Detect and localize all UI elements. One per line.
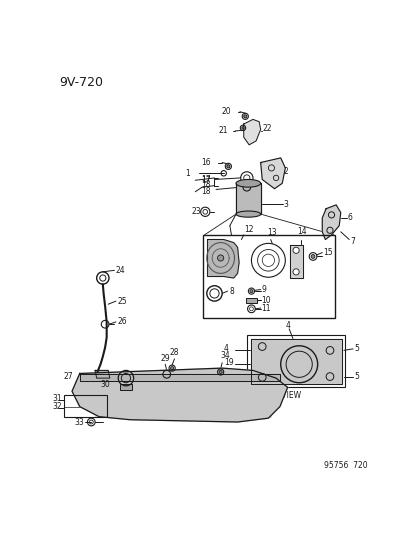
Text: 17: 17	[201, 176, 211, 185]
Text: 11: 11	[261, 304, 270, 312]
Text: 34: 34	[220, 351, 230, 360]
Ellipse shape	[235, 211, 260, 217]
Text: 25: 25	[117, 297, 127, 305]
Text: 30: 30	[100, 380, 110, 389]
Polygon shape	[207, 239, 239, 278]
Text: 24: 24	[116, 266, 125, 275]
Text: 4: 4	[285, 321, 290, 330]
Text: 17: 17	[201, 175, 211, 184]
Text: 15: 15	[322, 248, 332, 257]
Text: 4: 4	[223, 344, 228, 353]
Text: 95756  720: 95756 720	[323, 461, 367, 470]
Circle shape	[170, 367, 173, 370]
Text: 6: 6	[347, 213, 352, 222]
Text: 21: 21	[218, 126, 227, 135]
Text: 23: 23	[191, 207, 201, 216]
Polygon shape	[72, 368, 287, 422]
Polygon shape	[235, 183, 260, 214]
Text: 1: 1	[185, 169, 190, 178]
Circle shape	[243, 115, 246, 118]
Polygon shape	[250, 339, 341, 384]
Polygon shape	[260, 158, 285, 189]
Polygon shape	[80, 374, 279, 381]
Text: 9: 9	[261, 285, 266, 294]
Text: 32: 32	[52, 402, 62, 411]
Circle shape	[226, 165, 229, 168]
Polygon shape	[289, 245, 302, 278]
Polygon shape	[243, 119, 260, 145]
Circle shape	[310, 255, 314, 259]
Text: 7: 7	[349, 237, 354, 246]
Circle shape	[241, 127, 244, 129]
Circle shape	[292, 247, 299, 253]
Bar	[246, 335, 344, 387]
Text: 20: 20	[221, 107, 230, 116]
Text: 3: 3	[282, 199, 287, 208]
Text: 5: 5	[354, 372, 358, 381]
Polygon shape	[95, 370, 109, 378]
Text: 9V-720: 9V-720	[59, 76, 103, 90]
Text: 16: 16	[201, 158, 211, 167]
Text: 10: 10	[261, 296, 271, 305]
Bar	[202, 235, 335, 318]
Bar	[119, 384, 132, 390]
Circle shape	[218, 370, 222, 374]
Text: FRONT VIEW: FRONT VIEW	[252, 391, 300, 400]
Bar	[64, 395, 107, 417]
Text: 19: 19	[223, 358, 233, 367]
Circle shape	[292, 269, 299, 275]
Ellipse shape	[235, 180, 260, 187]
Text: 33: 33	[74, 417, 84, 426]
Text: 28: 28	[169, 349, 179, 357]
Text: 13: 13	[266, 228, 276, 237]
Circle shape	[249, 289, 252, 293]
Circle shape	[217, 255, 223, 261]
Text: 14: 14	[297, 228, 306, 237]
Text: 26: 26	[117, 318, 127, 326]
Text: 5: 5	[354, 344, 358, 353]
Polygon shape	[321, 205, 340, 239]
Bar	[245, 298, 256, 303]
Text: 8: 8	[228, 287, 233, 296]
Text: 18: 18	[201, 180, 210, 189]
Text: 18: 18	[201, 187, 210, 196]
Text: 12: 12	[244, 225, 254, 234]
Text: 29: 29	[160, 354, 170, 363]
Text: 31: 31	[52, 394, 62, 402]
Text: 2: 2	[282, 167, 287, 176]
Text: 22: 22	[261, 124, 271, 133]
Text: 27: 27	[64, 372, 73, 381]
